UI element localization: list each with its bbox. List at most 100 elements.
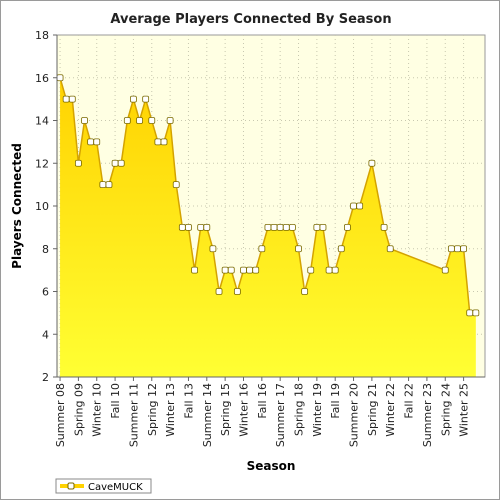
y-tick-label: 16: [35, 72, 49, 85]
data-point-marker: [191, 266, 198, 274]
x-tick-label: Spring 18: [293, 383, 306, 436]
data-point-marker: [111, 159, 119, 167]
data-point-marker: [166, 117, 174, 124]
x-tick-label: Fall 13: [182, 383, 195, 419]
data-point-marker: [148, 117, 156, 124]
data-point-marker: [386, 245, 394, 253]
data-point-marker: [331, 266, 339, 274]
data-point-marker: [460, 245, 468, 253]
y-tick-label: 4: [42, 328, 49, 341]
data-point-marker: [454, 245, 461, 253]
x-tick-label: Spring 12: [146, 383, 159, 436]
x-tick-label: Fall 10: [109, 383, 122, 419]
data-point-marker: [380, 223, 388, 231]
x-tick-label: Winter 13: [164, 383, 177, 437]
data-point-marker: [350, 202, 357, 210]
data-point-marker: [75, 159, 82, 167]
data-point-marker: [466, 309, 474, 317]
x-tick-label: Spring 21: [366, 383, 379, 436]
data-point-marker: [233, 288, 241, 295]
x-tick-label: Summer 20: [348, 383, 361, 447]
series-area-cavemuck: [60, 77, 476, 377]
data-point-marker: [472, 309, 480, 317]
x-tick-label: Spring 15: [219, 383, 232, 436]
data-point-marker: [313, 223, 321, 231]
data-point-marker: [307, 266, 315, 274]
data-point-marker: [276, 223, 284, 231]
y-tick-label: 10: [35, 200, 49, 213]
y-tick-label: 6: [42, 286, 49, 299]
x-tick-label: Summer 14: [201, 383, 214, 447]
x-tick-label: Fall 19: [329, 383, 342, 419]
data-point-marker: [356, 202, 364, 210]
data-point-marker: [264, 223, 272, 231]
x-tick-label: Winter 10: [91, 383, 104, 437]
data-point-marker: [246, 266, 254, 274]
data-point-marker: [130, 95, 137, 103]
data-point-marker: [185, 223, 192, 231]
data-point-marker: [215, 288, 223, 295]
data-point-marker: [258, 245, 266, 253]
legend-box: [55, 478, 152, 494]
chart-title: Average Players Connected By Season: [110, 12, 391, 27]
data-point-marker: [142, 95, 150, 103]
y-tick-label: 8: [42, 243, 49, 256]
data-point-marker: [209, 245, 217, 253]
x-tick-label: Winter 22: [384, 383, 397, 437]
data-point-marker: [325, 266, 333, 274]
x-tick-label: Spring 24: [439, 383, 452, 436]
x-tick-label: Fall 22: [403, 383, 416, 419]
data-point-marker: [81, 117, 88, 124]
x-tick-label: Fall 16: [256, 383, 269, 419]
data-point-marker: [301, 288, 309, 295]
data-point-marker: [178, 223, 186, 231]
data-point-marker: [68, 95, 76, 103]
data-point-marker: [93, 138, 101, 146]
y-tick-label: 18: [35, 29, 49, 42]
data-point-marker: [270, 223, 278, 231]
data-point-marker: [240, 266, 247, 274]
data-point-marker: [252, 266, 260, 274]
x-tick-label: Summer 17: [274, 383, 287, 447]
x-tick-label: Winter 25: [458, 383, 471, 437]
x-tick-label: Spring 09: [72, 383, 85, 436]
x-tick-label: Summer 11: [127, 383, 140, 447]
data-point-marker: [117, 159, 125, 167]
x-tick-label: Winter 16: [237, 383, 250, 437]
data-point-marker: [447, 245, 455, 253]
y-axis: 2 4 6 8 10 12 14 16 18: [35, 29, 58, 384]
legend: CaveMUCK: [55, 478, 152, 494]
data-point-marker: [62, 95, 70, 103]
x-tick-label: Summer 23: [421, 383, 434, 447]
data-point-marker: [295, 245, 302, 253]
data-point-marker: [282, 223, 290, 231]
x-axis: Summer 08 Spring 09 Winter 10 Fall 10 Summer…: [54, 376, 485, 447]
data-point-marker: [105, 181, 113, 189]
legend-label: CaveMUCK: [88, 482, 143, 493]
x-tick-label: Summer 08: [54, 383, 67, 447]
data-point-marker: [227, 266, 235, 274]
data-point-marker: [136, 117, 143, 124]
x-axis-title: Season: [247, 459, 296, 473]
data-point-marker: [319, 223, 327, 231]
data-point-marker: [160, 138, 168, 146]
data-point-marker: [123, 117, 131, 124]
data-point-marker: [344, 223, 351, 231]
data-point-marker: [368, 159, 376, 167]
x-tick-label: Winter 19: [311, 383, 324, 437]
data-point-marker: [172, 181, 180, 189]
data-point-marker: [221, 266, 229, 274]
data-point-marker: [288, 223, 296, 231]
data-point-marker: [99, 181, 107, 189]
data-point-marker: [337, 245, 345, 253]
y-tick-label: 12: [35, 157, 49, 170]
y-axis-title: Players Connected: [10, 143, 24, 269]
y-tick-label: 2: [42, 371, 49, 384]
data-point-marker: [441, 266, 449, 274]
series-markers: [56, 74, 480, 317]
y-tick-label: 14: [35, 115, 49, 128]
data-point-marker: [56, 74, 64, 82]
data-point-marker: [197, 223, 205, 231]
